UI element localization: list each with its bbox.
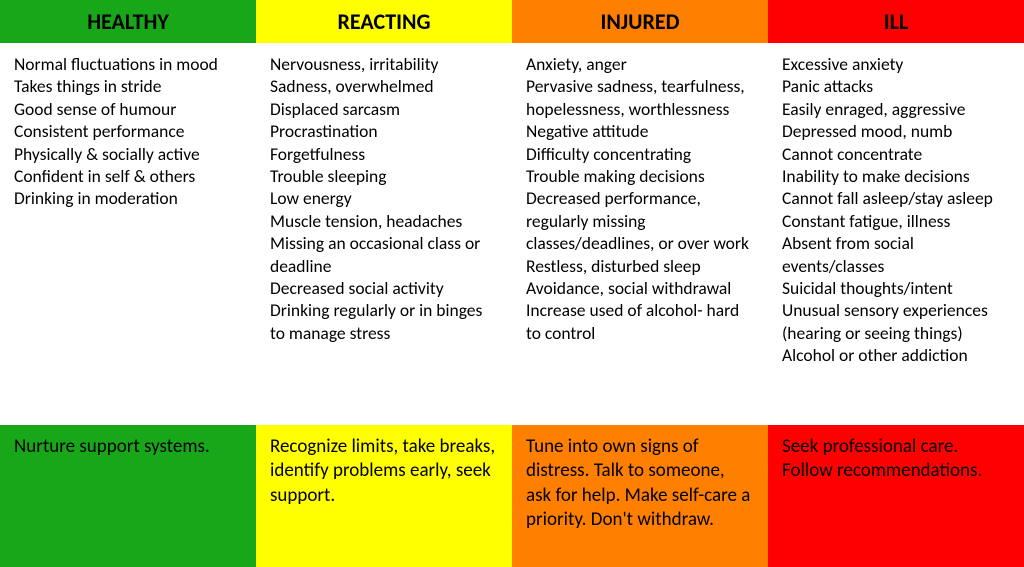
symptom-line: Trouble making decisions (526, 165, 756, 187)
symptom-line: Unusual sensory experiences (hearing or … (782, 299, 1012, 344)
action-reacting: Recognize limits, take breaks, identify … (256, 425, 512, 567)
header-injured: INJURED (512, 0, 768, 43)
symptom-line: Alcohol or other addiction (782, 344, 1012, 366)
header-healthy: HEALTHY (0, 0, 256, 43)
symptoms-reacting: Nervousness, irritabilitySadness, overwh… (256, 43, 512, 425)
symptoms-healthy: Normal fluctuations in moodTakes things … (0, 43, 256, 425)
symptom-line: Nervousness, irritability (270, 53, 500, 75)
symptom-line: Depressed mood, numb (782, 120, 1012, 142)
action-healthy: Nurture support systems. (0, 425, 256, 567)
symptom-line: Suicidal thoughts/intent (782, 277, 1012, 299)
symptom-line: Forgetfulness (270, 143, 500, 165)
symptom-line: Easily enraged, aggressive (782, 98, 1012, 120)
symptoms-ill: Excessive anxietyPanic attacksEasily enr… (768, 43, 1024, 425)
symptom-line: Drinking in moderation (14, 187, 244, 209)
symptom-line: Cannot concentrate (782, 143, 1012, 165)
symptom-line: Negative attitude (526, 120, 756, 142)
symptom-line: Decreased social activity (270, 277, 500, 299)
symptom-line: Takes things in stride (14, 75, 244, 97)
symptom-line: Displaced sarcasm (270, 98, 500, 120)
symptom-line: Absent from social events/classes (782, 232, 1012, 277)
symptom-line: Cannot fall asleep/stay asleep (782, 187, 1012, 209)
header-reacting: REACTING (256, 0, 512, 43)
symptom-line: Normal fluctuations in mood (14, 53, 244, 75)
symptom-line: Missing an occasional class or deadline (270, 232, 500, 277)
symptom-line: Constant fatigue, illness (782, 210, 1012, 232)
symptoms-injured: Anxiety, angerPervasive sadness, tearful… (512, 43, 768, 425)
mental-health-continuum-grid: HEALTHY REACTING INJURED ILL Normal fluc… (0, 0, 1024, 567)
action-ill: Seek professional care. Follow recommend… (768, 425, 1024, 567)
symptom-line: Increase used of alcohol- hard to contro… (526, 299, 756, 344)
symptom-line: Anxiety, anger (526, 53, 756, 75)
action-injured: Tune into own signs of distress. Talk to… (512, 425, 768, 567)
symptom-line: Excessive anxiety (782, 53, 1012, 75)
symptom-line: Avoidance, social withdrawal (526, 277, 756, 299)
symptom-line: Confident in self & others (14, 165, 244, 187)
symptom-line: Drinking regularly or in binges to manag… (270, 299, 500, 344)
symptom-line: Difficulty concentrating (526, 143, 756, 165)
symptom-line: Trouble sleeping (270, 165, 500, 187)
symptom-line: Restless, disturbed sleep (526, 255, 756, 277)
header-ill: ILL (768, 0, 1024, 43)
symptom-line: Good sense of humour (14, 98, 244, 120)
symptom-line: Procrastination (270, 120, 500, 142)
symptom-line: Sadness, overwhelmed (270, 75, 500, 97)
symptom-line: Decreased performance, regularly missing… (526, 187, 756, 254)
symptom-line: Panic attacks (782, 75, 1012, 97)
symptom-line: Physically & socially active (14, 143, 244, 165)
symptom-line: Inability to make decisions (782, 165, 1012, 187)
symptom-line: Consistent performance (14, 120, 244, 142)
symptom-line: Pervasive sadness, tearfulness, hopeless… (526, 75, 756, 120)
symptom-line: Muscle tension, headaches (270, 210, 500, 232)
symptom-line: Low energy (270, 187, 500, 209)
